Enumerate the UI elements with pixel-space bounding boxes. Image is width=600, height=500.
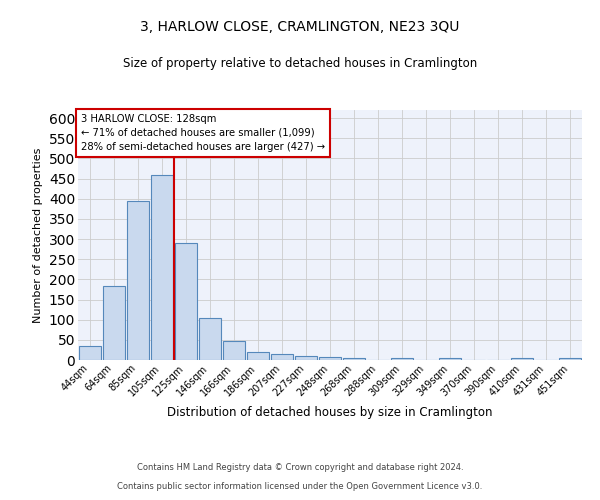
Bar: [151, 176, 173, 360]
Bar: [223, 340, 245, 360]
Bar: [247, 352, 269, 360]
Bar: [439, 358, 461, 360]
Y-axis label: Number of detached properties: Number of detached properties: [33, 148, 43, 322]
Bar: [127, 200, 149, 360]
Text: 3, HARLOW CLOSE, CRAMLINGTON, NE23 3QU: 3, HARLOW CLOSE, CRAMLINGTON, NE23 3QU: [140, 20, 460, 34]
X-axis label: Distribution of detached houses by size in Cramlington: Distribution of detached houses by size …: [167, 406, 493, 419]
Text: Size of property relative to detached houses in Cramlington: Size of property relative to detached ho…: [123, 58, 477, 70]
Bar: [295, 356, 317, 360]
Text: Contains HM Land Registry data © Crown copyright and database right 2024.: Contains HM Land Registry data © Crown c…: [137, 464, 463, 472]
Bar: [343, 358, 365, 360]
Text: Contains public sector information licensed under the Open Government Licence v3: Contains public sector information licen…: [118, 482, 482, 491]
Bar: [271, 354, 293, 360]
Bar: [79, 346, 101, 360]
Bar: [319, 357, 341, 360]
Text: 3 HARLOW CLOSE: 128sqm
← 71% of detached houses are smaller (1,099)
28% of semi-: 3 HARLOW CLOSE: 128sqm ← 71% of detached…: [80, 114, 325, 152]
Bar: [175, 243, 197, 360]
Bar: [559, 358, 581, 360]
Bar: [199, 318, 221, 360]
Bar: [391, 358, 413, 360]
Bar: [103, 286, 125, 360]
Bar: [511, 358, 533, 360]
